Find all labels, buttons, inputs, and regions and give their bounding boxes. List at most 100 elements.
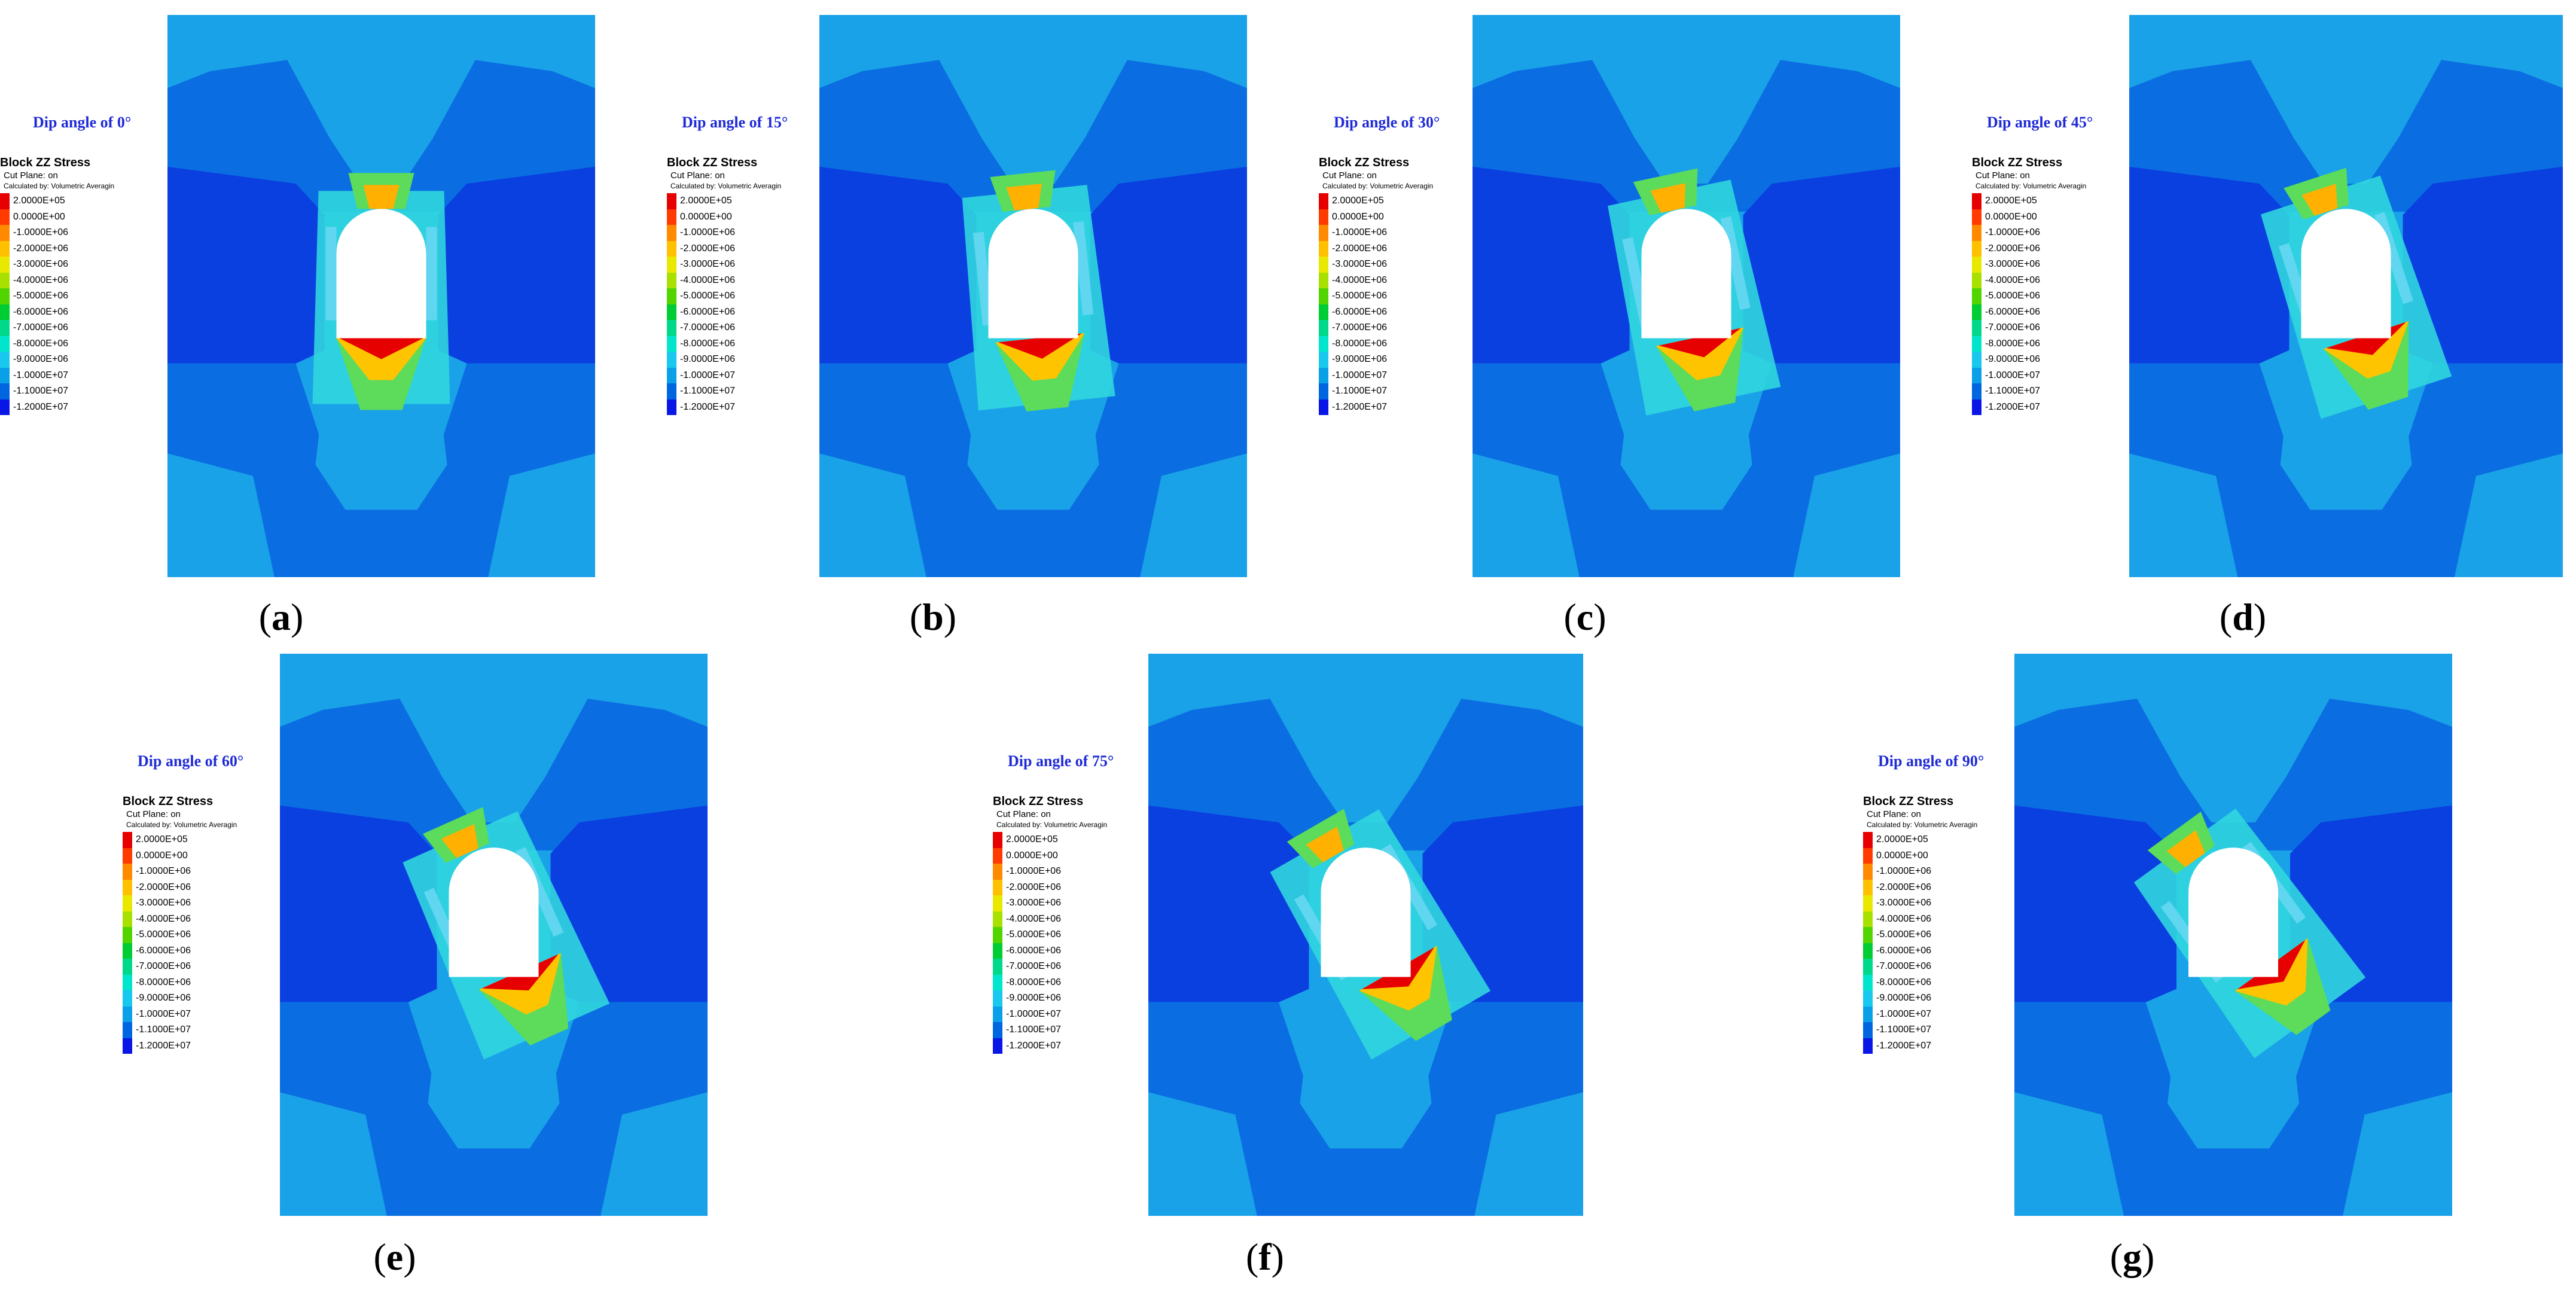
legend-value: -8.0000E+06 [1332, 338, 1388, 349]
field-left-dark [819, 166, 977, 364]
legend-entry: 0.0000E+00 [1319, 209, 1433, 225]
legend-entry: -1.0000E+07 [993, 1006, 1107, 1022]
field-right-dark [438, 166, 595, 364]
field-lower-mid [167, 363, 595, 577]
legend-entry: -1.0000E+07 [1863, 1006, 1977, 1022]
field-lower-lobe [1620, 386, 1752, 510]
legend-swatch [993, 974, 1002, 990]
legend-entry: -1.0000E+06 [667, 225, 781, 241]
field-lower-mid [2129, 363, 2563, 577]
legend-swatch [1319, 320, 1328, 336]
legend-value: -1.0000E+06 [136, 866, 191, 877]
legend-entry: -5.0000E+06 [667, 288, 781, 304]
legend-value: -4.0000E+06 [1006, 913, 1062, 924]
legend-swatch [0, 272, 10, 288]
legend-value: -6.0000E+06 [136, 945, 191, 956]
legend-entry: -7.0000E+06 [993, 959, 1107, 975]
field-right-dark [1743, 166, 1900, 364]
legend-swatch [993, 864, 1002, 880]
legend-value: -1.2000E+07 [1332, 401, 1388, 412]
legend-value: -8.0000E+06 [13, 338, 69, 349]
legend-entry: -2.0000E+06 [1972, 240, 2086, 257]
legend-entry: -8.0000E+06 [1863, 974, 1977, 990]
legend-value: 2.0000E+05 [13, 196, 65, 206]
stress-contour-plot [280, 654, 708, 1216]
legend-value: -6.0000E+06 [680, 306, 736, 317]
legend-entry: -1.0000E+06 [993, 864, 1107, 880]
legend-value: 2.0000E+05 [1985, 196, 2037, 206]
legend-swatch [1863, 1038, 1873, 1054]
legend-entry: -4.0000E+06 [123, 911, 237, 927]
legend-entry: -3.0000E+06 [1863, 895, 1977, 911]
legend-value: -5.0000E+06 [1006, 929, 1062, 940]
field-left-dark [280, 805, 437, 1002]
legend-swatch [1863, 911, 1873, 927]
legend-entry: -1.1000E+07 [1319, 383, 1433, 400]
legend-title: Block ZZ Stress [1319, 156, 1410, 169]
field-upper-mid [2129, 60, 2563, 212]
color-legend: Block ZZ Stress Cut Plane: on Calculated b… [1863, 794, 1977, 1054]
legend-value: -9.0000E+06 [1985, 354, 2041, 365]
legend-swatch [1319, 399, 1328, 415]
legend-calculated-by: Calculated by: Volumetric Averagin [4, 182, 115, 190]
legend-entry: -8.0000E+06 [123, 974, 237, 990]
legend-value: -4.0000E+06 [1332, 275, 1388, 285]
legend-entry: 0.0000E+00 [1972, 209, 2086, 225]
tunnel-opening [2301, 209, 2391, 339]
legend-swatch [123, 895, 132, 911]
legend-value: -4.0000E+06 [680, 275, 736, 285]
legend-entry: -6.0000E+06 [1972, 304, 2086, 320]
legend-entries: 2.0000E+05 0.0000E+00 -1.0000E+06 -2.0000E+… [1319, 193, 1433, 415]
legend-swatch [993, 879, 1002, 895]
legend-entry: -6.0000E+06 [1863, 943, 1977, 959]
legend-entry: 2.0000E+05 [1972, 193, 2086, 209]
legend-entry: 2.0000E+05 [993, 832, 1107, 848]
legend-swatch [667, 383, 676, 400]
legend-swatch [123, 990, 132, 1007]
legend-value: -6.0000E+06 [1006, 945, 1062, 956]
legend-title: Block ZZ Stress [0, 156, 91, 169]
legend-swatch [123, 927, 132, 943]
color-legend: Block ZZ Stress Cut Plane: on Calculated b… [123, 794, 237, 1054]
legend-swatch [1863, 879, 1873, 895]
field-lower-lobe [967, 386, 1099, 510]
legend-swatch [1972, 209, 1981, 225]
field-upper-mid [819, 60, 1247, 212]
subfigure-label: (e) [373, 1236, 416, 1278]
legend-value: -2.0000E+06 [13, 243, 69, 254]
legend-entries: 2.0000E+05 0.0000E+00 -1.0000E+06 -2.0000E+… [1863, 832, 1977, 1054]
contour-svg [2129, 15, 2563, 577]
legend-swatch [1863, 847, 1873, 864]
legend-swatch [993, 1006, 1002, 1022]
legend-entry: -1.2000E+07 [1319, 399, 1433, 415]
subfigure-letter: b [922, 596, 944, 638]
legend-entry: -1.2000E+07 [1863, 1038, 1977, 1054]
legend-swatch [1972, 383, 1981, 400]
subfigure-label: (a) [258, 596, 304, 638]
legend-entry: -1.1000E+07 [1863, 1022, 1977, 1038]
legend-entry: -7.0000E+06 [667, 320, 781, 336]
legend-swatch [0, 399, 10, 415]
legend-entry: -1.0000E+07 [0, 367, 114, 383]
legend-value: -1.0000E+07 [1006, 1008, 1062, 1019]
legend-entry: -3.0000E+06 [667, 257, 781, 273]
legend-entry: -9.0000E+06 [1972, 352, 2086, 368]
legend-value: -2.0000E+06 [1876, 882, 1932, 892]
legend-entry: -7.0000E+06 [1319, 320, 1433, 336]
field-upper-mid [2014, 699, 2452, 850]
legend-entry: -4.0000E+06 [1972, 272, 2086, 288]
legend-value: 2.0000E+05 [1006, 834, 1058, 845]
legend-entry: -1.1000E+07 [993, 1022, 1107, 1038]
legend-value: -2.0000E+06 [1006, 882, 1062, 892]
legend-entry: -4.0000E+06 [667, 272, 781, 288]
legend-value: -3.0000E+06 [136, 898, 191, 908]
legend-value: -6.0000E+06 [1876, 945, 1932, 956]
legend-value: -1.2000E+07 [13, 401, 69, 412]
zone-crown-orange [2166, 830, 2205, 867]
legend-swatch [1972, 304, 1981, 320]
panel-title: Dip angle of 90° [1878, 752, 1984, 770]
legend-entry: -4.0000E+06 [0, 272, 114, 288]
legend-swatch [123, 847, 132, 864]
legend-value: -1.0000E+06 [680, 227, 736, 238]
legend-entry: -1.0000E+07 [1319, 367, 1433, 383]
